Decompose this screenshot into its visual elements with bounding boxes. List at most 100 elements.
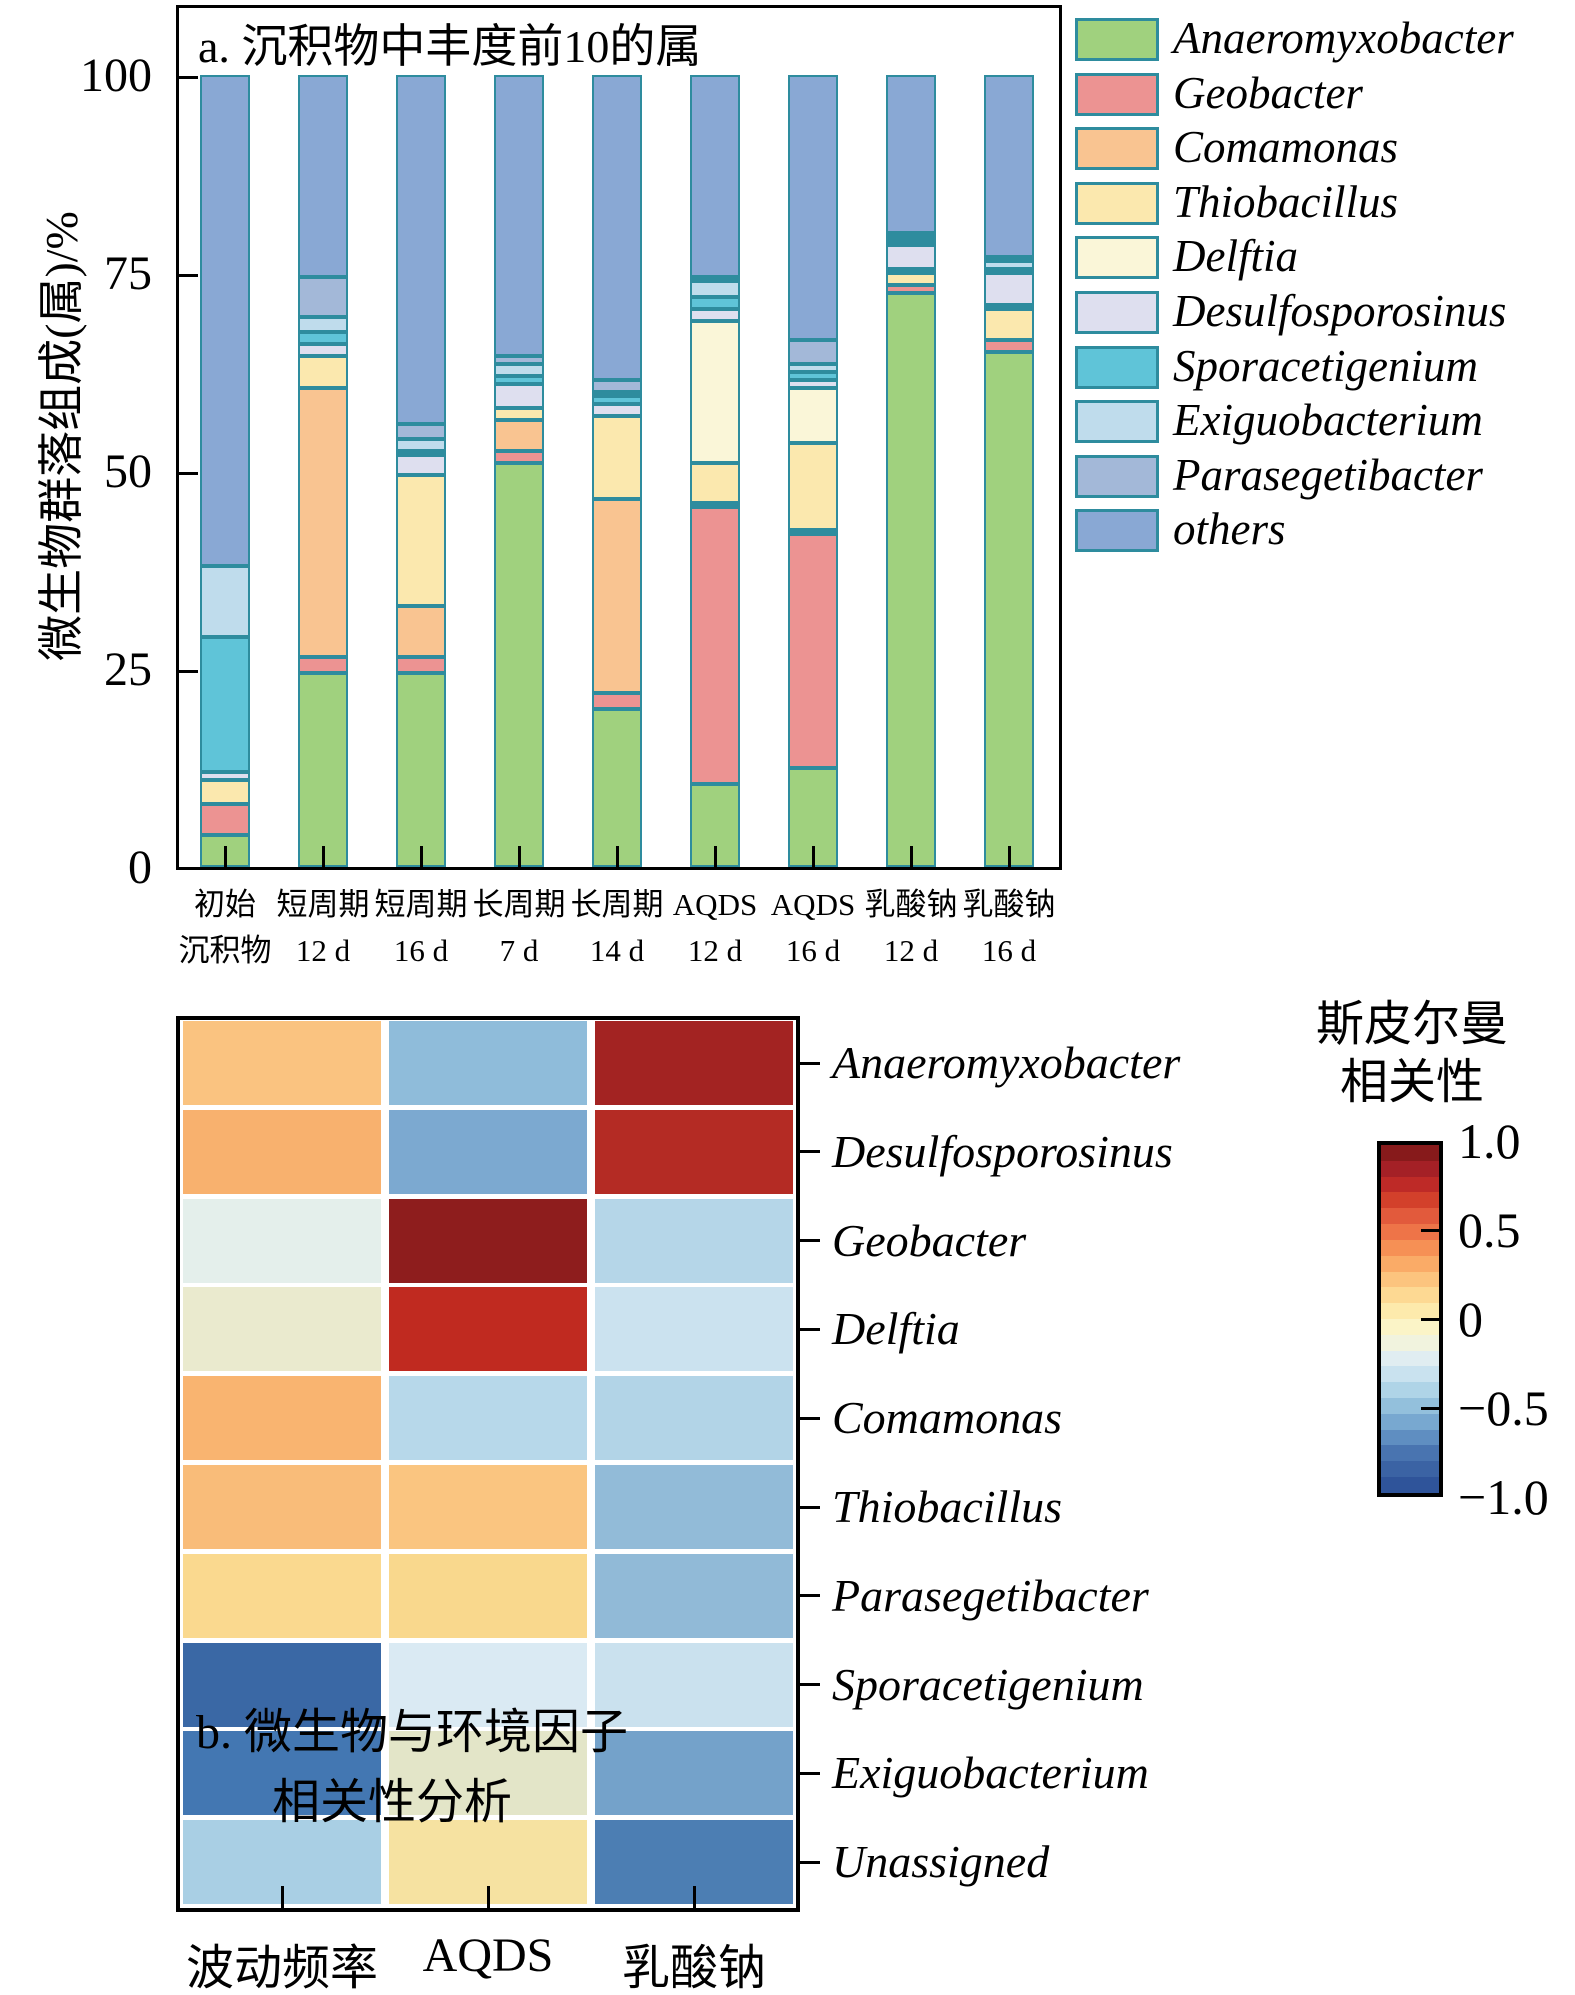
bar-segment-geobacter xyxy=(690,506,740,784)
bar-segment-geobacter xyxy=(298,657,348,673)
bar-segment-others xyxy=(690,74,740,277)
colorbar-tick xyxy=(1421,1317,1441,1321)
heatmap-cell xyxy=(389,1198,587,1283)
y-axis-tick xyxy=(179,472,198,475)
stacked-bar xyxy=(592,75,642,867)
colorbar-band xyxy=(1381,1366,1439,1383)
x-category-label: 长周期 7 d xyxy=(454,882,584,974)
legend-swatch-thiobacillus xyxy=(1075,181,1159,225)
legend-label: Parasegetibacter xyxy=(1173,449,1483,500)
bar-segment-others xyxy=(396,75,446,424)
colorbar-band xyxy=(1381,1208,1439,1225)
heatmap-cell xyxy=(595,1376,793,1461)
bar-segment-parasegetibacter xyxy=(984,257,1034,262)
y-tick-label: 0 xyxy=(128,841,152,894)
heatmap-col-tick xyxy=(692,1886,696,1908)
stacked-bar xyxy=(886,74,936,867)
bar-segment-anaeromyxobacter xyxy=(494,463,544,867)
bar-segment-geobacter xyxy=(886,284,936,293)
bar-segment-comamonas xyxy=(396,605,446,658)
bar-segment-sporacetigenium xyxy=(200,637,250,772)
bar-segment-anaeromyxobacter xyxy=(886,292,936,867)
bar-segment-thiobacillus xyxy=(200,779,250,804)
heatmap-cell xyxy=(595,1287,793,1372)
heatmap-cell xyxy=(183,1021,381,1105)
heatmap-cell xyxy=(183,1198,381,1283)
x-axis-tick xyxy=(811,846,815,867)
x-category-label: AQDS 16 d xyxy=(748,882,878,974)
bar-segment-desulfosporosinus xyxy=(396,455,446,475)
bar-segment-others xyxy=(298,75,348,278)
colorbar-band xyxy=(1381,1429,1439,1446)
bar-segment-desulfosporosinus xyxy=(200,772,250,780)
legend-label: Exiguobacterium xyxy=(1173,395,1483,446)
y-axis-tick xyxy=(179,76,198,79)
bar-segment-thiobacillus xyxy=(788,443,838,531)
bar-segment-comamonas xyxy=(788,530,838,535)
colorbar-tick-label: 0 xyxy=(1458,1291,1483,1347)
stacked-bar xyxy=(396,75,446,867)
heatmap-row-tick xyxy=(798,1771,820,1775)
colorbar-band xyxy=(1381,1239,1439,1256)
colorbar-band xyxy=(1381,1350,1439,1367)
x-category-line2: 16 d xyxy=(981,933,1037,968)
bar-segment-desulfosporosinus xyxy=(886,245,936,270)
colorbar-tick-label: 0.5 xyxy=(1458,1202,1521,1258)
bar-segment-others xyxy=(592,75,642,380)
colorbar-band xyxy=(1381,1382,1439,1398)
stacked-bar xyxy=(690,74,740,867)
bar-segment-sporacetigenium xyxy=(886,241,936,246)
legend-label: others xyxy=(1173,504,1286,555)
bar-segment-sporacetigenium xyxy=(592,395,642,404)
heatmap-cell xyxy=(183,1553,381,1638)
heatmap-cell xyxy=(595,1642,793,1727)
stacked-bar xyxy=(788,75,838,867)
legend-swatch-sporacetigenium xyxy=(1075,345,1159,389)
x-category-label: 短周期 12 d xyxy=(258,882,388,974)
bar-segment-geobacter xyxy=(788,534,838,768)
x-category-line2: 12 d xyxy=(687,933,743,968)
x-category-line2: 14 d xyxy=(589,933,645,968)
bar-segment-parasegetibacter xyxy=(690,276,740,281)
y-axis-tick xyxy=(179,274,198,277)
bar-segment-desulfosporosinus xyxy=(298,344,348,357)
bar-segment-desulfosporosinus xyxy=(690,308,740,321)
bar-segment-exiguobacterium xyxy=(298,316,348,333)
x-category-line1: 短周期 xyxy=(276,887,370,922)
colorbar-band xyxy=(1381,1176,1439,1193)
bar-segment-parasegetibacter xyxy=(788,340,838,365)
bar-segment-thiobacillus xyxy=(690,463,740,503)
heatmap-col-tick xyxy=(280,1886,284,1908)
heatmap-row-tick xyxy=(798,1594,820,1598)
x-category-label: 长周期 14 d xyxy=(552,882,682,974)
legend-label: Thiobacillus xyxy=(1173,176,1399,227)
bar-segment-thiobacillus xyxy=(592,415,642,499)
bar-segment-exiguobacterium xyxy=(788,364,838,373)
heatmap-row-label: Sporacetigenium xyxy=(832,1658,1144,1710)
x-category-line1: 长周期 xyxy=(472,887,566,922)
bar-segment-exiguobacterium xyxy=(396,439,446,452)
x-category-line1: 初始 xyxy=(194,887,256,922)
heatmap-col-label: AQDS xyxy=(422,1929,554,1982)
bar-segment-desulfosporosinus xyxy=(788,379,838,388)
colorbar-tick-label: 1.0 xyxy=(1458,1113,1521,1169)
bar-segment-thiobacillus xyxy=(494,407,544,420)
panel-b-title-line1: b. 微生物与环境因子 xyxy=(196,1706,629,1759)
bar-segment-exiguobacterium xyxy=(592,391,642,396)
heatmap-col-tick xyxy=(486,1886,490,1908)
legend-swatch-parasegetibacter xyxy=(1075,454,1159,498)
x-category-line1: AQDS xyxy=(672,887,758,922)
legend-label: Geobacter xyxy=(1173,67,1363,118)
colorbar-title-line2: 相关性 xyxy=(1339,1056,1484,1109)
stacked-bar xyxy=(494,75,544,867)
bar-segment-exiguobacterium xyxy=(200,566,250,638)
heatmap-row-label: Anaeromyxobacter xyxy=(832,1037,1181,1088)
heatmap-row-tick xyxy=(798,1683,820,1687)
bar-segment-others xyxy=(200,75,250,567)
legend-label: Anaeromyxobacter xyxy=(1173,13,1514,63)
x-category-label: AQDS 12 d xyxy=(650,882,780,974)
x-axis-tick xyxy=(909,846,913,867)
bar-segment-geobacter xyxy=(984,340,1034,353)
y-tick-label: 50 xyxy=(104,445,152,498)
